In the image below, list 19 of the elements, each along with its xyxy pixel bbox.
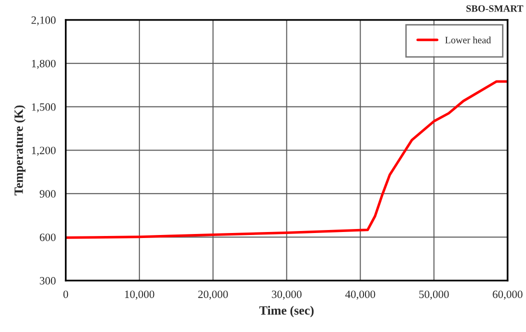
y-tick-label: 1,800 — [32, 60, 56, 69]
x-tick-label: 60,000 — [492, 290, 522, 300]
x-tick-label: 50,000 — [419, 290, 449, 300]
legend-label: Lower head — [445, 36, 491, 44]
line-series — [66, 80, 508, 239]
y-tick-label: 1,200 — [32, 146, 56, 156]
y-tick-label: 600 — [40, 234, 56, 242]
x-tick-label: 10,000 — [125, 290, 154, 300]
chart-title: SBO-SMART — [466, 5, 524, 12]
x-tick-label: 30,000 — [272, 290, 302, 300]
y-tick-label: 2,100 — [32, 16, 56, 26]
y-tick-label: 300 — [40, 277, 56, 285]
x-tick-label: 40,000 — [345, 290, 376, 300]
y-tick-label: 1,500 — [32, 103, 56, 112]
y-tick-label: 900 — [40, 190, 56, 198]
x-axis-title: Time (sec) — [259, 306, 314, 318]
x-tick-label: 0 — [63, 290, 68, 298]
x-tick-label: 20,000 — [198, 290, 228, 300]
y-axis-title: Temperature (K) — [14, 105, 26, 196]
